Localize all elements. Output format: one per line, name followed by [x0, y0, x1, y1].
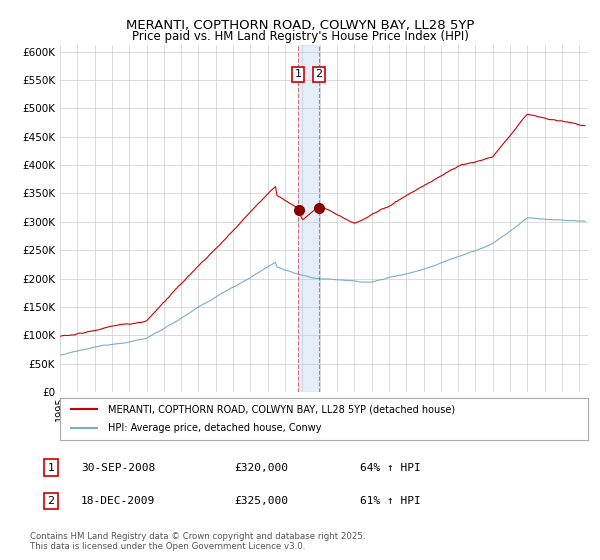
- Text: HPI: Average price, detached house, Conwy: HPI: Average price, detached house, Conw…: [107, 423, 321, 433]
- Text: Contains HM Land Registry data © Crown copyright and database right 2025.
This d: Contains HM Land Registry data © Crown c…: [30, 532, 365, 551]
- Text: 61% ↑ HPI: 61% ↑ HPI: [360, 496, 421, 506]
- Text: 30-SEP-2008: 30-SEP-2008: [81, 463, 155, 473]
- Text: MERANTI, COPTHORN ROAD, COLWYN BAY, LL28 5YP: MERANTI, COPTHORN ROAD, COLWYN BAY, LL28…: [126, 18, 474, 32]
- Text: 64% ↑ HPI: 64% ↑ HPI: [360, 463, 421, 473]
- Text: Price paid vs. HM Land Registry's House Price Index (HPI): Price paid vs. HM Land Registry's House …: [131, 30, 469, 43]
- Text: 1: 1: [295, 69, 302, 80]
- Text: 2: 2: [316, 69, 323, 80]
- Text: £320,000: £320,000: [234, 463, 288, 473]
- Text: 1: 1: [47, 463, 55, 473]
- Text: MERANTI, COPTHORN ROAD, COLWYN BAY, LL28 5YP (detached house): MERANTI, COPTHORN ROAD, COLWYN BAY, LL28…: [107, 404, 455, 414]
- Bar: [298, 45, 319, 392]
- Text: £325,000: £325,000: [234, 496, 288, 506]
- Text: 18-DEC-2009: 18-DEC-2009: [81, 496, 155, 506]
- Text: 2: 2: [47, 496, 55, 506]
